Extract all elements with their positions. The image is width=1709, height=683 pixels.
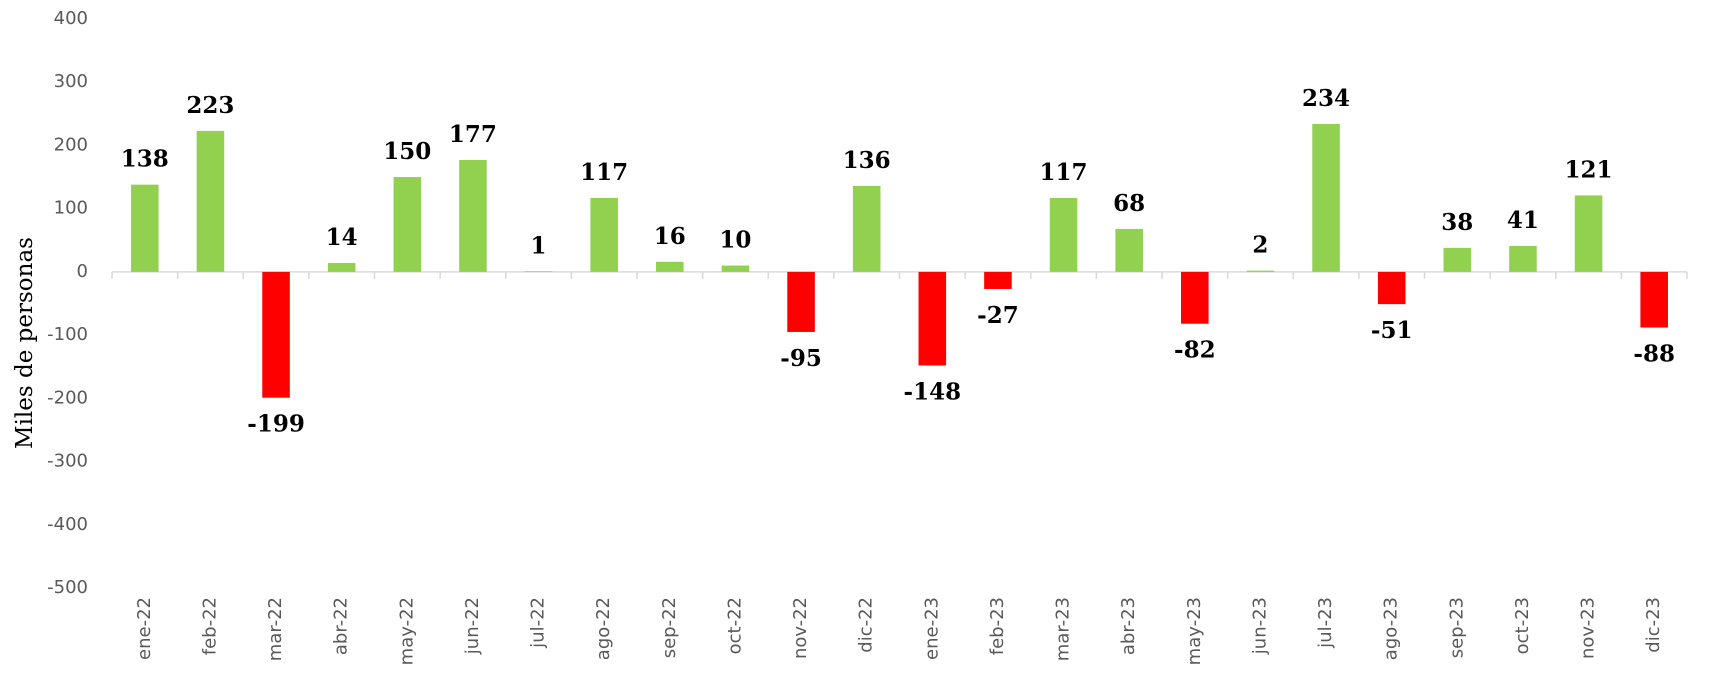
value-label: 136 — [843, 147, 891, 174]
x-tick-label: mar-23 — [1053, 597, 1074, 661]
x-tick-label: feb-22 — [199, 597, 220, 655]
bar — [721, 265, 750, 272]
x-tick-label: abr-23 — [1118, 597, 1139, 655]
value-label: -51 — [1371, 317, 1413, 344]
value-label: 68 — [1113, 190, 1145, 217]
y-tick-label: -100 — [47, 324, 88, 345]
value-label: -27 — [977, 302, 1019, 329]
bar — [1443, 247, 1472, 272]
bar — [196, 130, 225, 272]
value-label: -148 — [904, 378, 962, 405]
value-label: 234 — [1302, 85, 1350, 112]
bar — [393, 177, 422, 272]
value-label: -95 — [780, 345, 822, 372]
x-tick-label: dic-23 — [1643, 597, 1664, 653]
x-tick-label: abr-22 — [331, 597, 352, 655]
bar — [1115, 228, 1143, 272]
bar — [131, 184, 159, 272]
x-tick-label: mar-22 — [265, 597, 286, 661]
y-tick-label: 300 — [54, 71, 88, 92]
value-label: -82 — [1174, 337, 1216, 364]
bar — [787, 271, 815, 332]
value-label: 117 — [580, 159, 628, 186]
x-tick-label: dic-22 — [856, 597, 877, 653]
x-tick-label: may-22 — [396, 597, 417, 665]
value-label: 14 — [326, 224, 358, 251]
x-tick-label: sep-23 — [1446, 597, 1467, 658]
value-label: 38 — [1441, 209, 1473, 236]
bar — [1312, 123, 1340, 272]
bar — [1377, 271, 1406, 305]
bar — [918, 271, 947, 366]
x-tick-label: feb-23 — [987, 597, 1008, 655]
y-tick-label: -500 — [47, 577, 88, 598]
value-label: 41 — [1507, 207, 1539, 234]
value-label: 121 — [1565, 156, 1613, 183]
x-tick-label: may-23 — [1184, 597, 1205, 665]
y-tick-label: -400 — [47, 514, 88, 535]
value-label: 223 — [186, 92, 234, 119]
y-axis-label: Miles de personas — [12, 237, 38, 449]
bar — [852, 185, 881, 272]
x-tick-label: nov-22 — [790, 597, 811, 659]
bar — [1049, 197, 1078, 272]
y-tick-label: 400 — [54, 8, 88, 29]
bar — [262, 271, 290, 398]
bar — [1181, 271, 1209, 324]
value-label: 16 — [654, 223, 686, 250]
x-tick-label: oct-22 — [724, 597, 745, 654]
value-label: 117 — [1040, 159, 1088, 186]
bar — [590, 197, 618, 272]
value-label: 150 — [383, 138, 431, 165]
y-tick-label: -200 — [47, 387, 88, 408]
bar — [1640, 271, 1668, 328]
bar — [327, 263, 356, 272]
bar — [656, 261, 684, 272]
x-tick-label: jul-23 — [1315, 597, 1336, 649]
x-tick-label: jun-23 — [1249, 597, 1270, 655]
bar — [1574, 195, 1603, 272]
value-label: -88 — [1633, 341, 1675, 368]
value-label: 10 — [719, 227, 751, 254]
bar — [459, 159, 487, 272]
value-label: 177 — [449, 121, 497, 148]
y-tick-label: -300 — [47, 451, 88, 472]
x-tick-label: jul-22 — [528, 597, 549, 649]
x-tick-label: ene-22 — [134, 597, 155, 660]
x-tick-label: ago-23 — [1381, 597, 1402, 660]
value-label: 138 — [121, 146, 169, 173]
bar — [524, 271, 553, 272]
x-tick-label: oct-23 — [1512, 597, 1533, 654]
y-tick-label: 200 — [54, 134, 88, 155]
bar — [1246, 270, 1275, 272]
bar — [984, 271, 1012, 289]
y-tick-label: 100 — [54, 198, 88, 219]
value-label: 1 — [531, 232, 547, 259]
x-tick-label: nov-23 — [1578, 597, 1599, 659]
x-tick-label: ago-22 — [593, 597, 614, 660]
value-label: 2 — [1252, 232, 1268, 259]
x-tick-label: jun-22 — [462, 597, 483, 655]
x-tick-label: ene-23 — [921, 597, 942, 660]
x-tick-label: sep-22 — [659, 597, 680, 658]
y-tick-label: 0 — [77, 261, 88, 282]
value-label: -199 — [247, 411, 305, 438]
bar — [1509, 245, 1537, 272]
